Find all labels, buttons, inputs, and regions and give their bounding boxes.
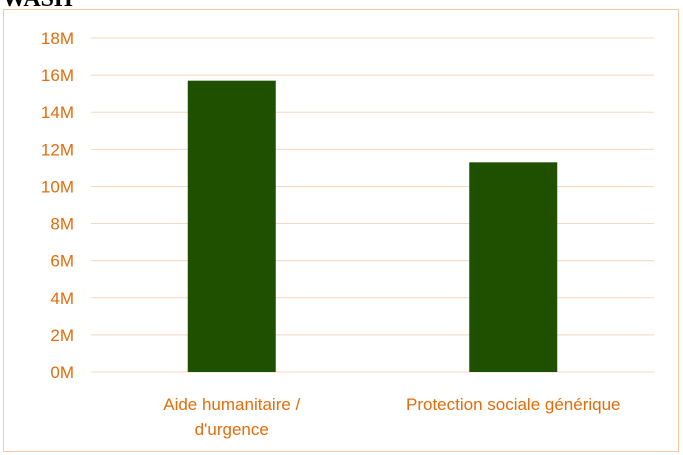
bar-chart: 0M 2M 4M 6M 8M 10M 12M 14M 16M 18M Aide humanitair…	[41, 29, 654, 439]
bar	[187, 80, 276, 372]
y-tick-label: 12M	[41, 140, 74, 159]
x-tick-label: d'urgence	[195, 420, 269, 439]
page-heading: WASH	[2, 0, 73, 11]
y-tick-label: 2M	[50, 326, 74, 345]
x-tick-label: Aide humanitaire /	[163, 395, 300, 414]
y-tick-label: 8M	[50, 215, 74, 234]
y-tick-label: 6M	[50, 252, 74, 271]
y-tick-label: 14M	[41, 103, 74, 122]
y-tick-label: 4M	[50, 289, 74, 308]
chart-frame: 0M 2M 4M 6M 8M 10M 12M 14M 16M 18M Aide humanitair…	[3, 9, 679, 452]
y-tick-label: 0M	[50, 363, 74, 382]
y-tick-label: 18M	[41, 29, 74, 48]
y-tick-label: 16M	[41, 66, 74, 85]
x-tick-label: Protection sociale générique	[406, 395, 621, 414]
y-tick-label: 10M	[41, 177, 74, 196]
bar	[469, 162, 558, 372]
